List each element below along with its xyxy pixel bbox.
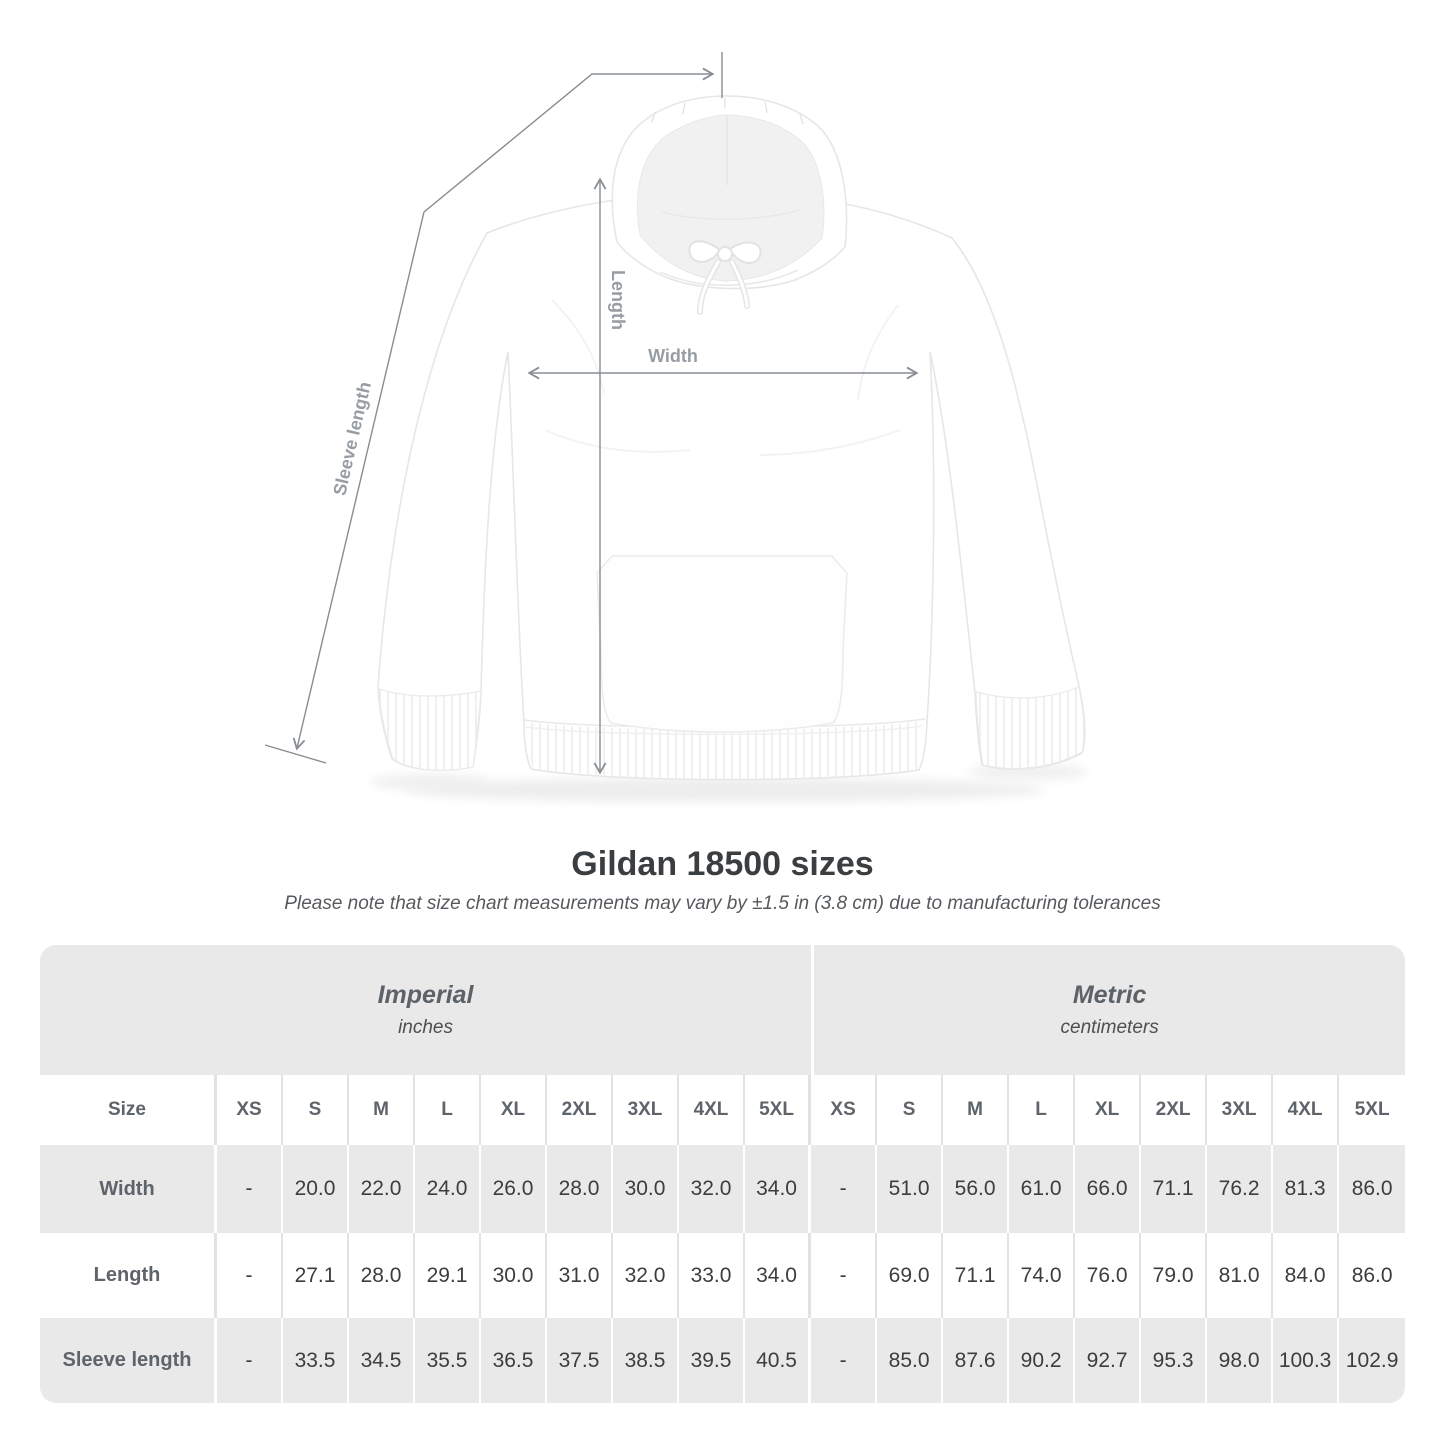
size-col-header: 4XL xyxy=(679,1075,745,1145)
metric-value-cell: 100.3 xyxy=(1273,1318,1340,1403)
length-label: Length xyxy=(608,270,628,330)
metric-value-cell: - xyxy=(811,1145,878,1233)
tolerance-note: Please note that size chart measurements… xyxy=(284,893,1161,914)
imperial-value-cell: 40.5 xyxy=(745,1318,812,1403)
metric-value-cell: 92.7 xyxy=(1075,1318,1142,1403)
metric-value-cell: - xyxy=(811,1233,878,1318)
metric-value-cell: 95.3 xyxy=(1141,1318,1208,1403)
size-col-header: 4XL xyxy=(1273,1075,1340,1145)
metric-group-header: Metric centimeters xyxy=(811,945,1405,1075)
size-col-header: S xyxy=(283,1075,349,1145)
imperial-group-header: Imperial inches xyxy=(40,945,812,1075)
hoodie-measurement-diagram: Length Width Sleeve length xyxy=(264,52,1088,802)
imperial-value-cell: 24.0 xyxy=(415,1145,481,1233)
metric-value-cell: 102.9 xyxy=(1339,1318,1405,1403)
metric-value-cell: 76.2 xyxy=(1207,1145,1274,1233)
size-col-header: XS xyxy=(811,1075,878,1145)
imperial-value-cell: 28.0 xyxy=(349,1233,415,1318)
metric-group-label: Metric xyxy=(1072,981,1147,1009)
metric-value-cell: 87.6 xyxy=(943,1318,1010,1403)
imperial-value-cell: 39.5 xyxy=(679,1318,745,1403)
imperial-value-cell: 29.1 xyxy=(415,1233,481,1318)
imperial-value-cell: 36.5 xyxy=(481,1318,547,1403)
table-row: Width -20.0 22.0 24.0 26.0 28.0 30.0 32.0 34.0-5… xyxy=(40,1145,1405,1233)
width-label: Width xyxy=(648,346,698,366)
imperial-value-cell: 34.0 xyxy=(745,1233,812,1318)
row-label: Length xyxy=(40,1233,217,1318)
imperial-value-cell: - xyxy=(217,1233,283,1318)
size-col-header: S xyxy=(877,1075,944,1145)
size-col-header: 2XL xyxy=(1141,1075,1208,1145)
table-row: Sleeve length -33.5 34.5 35.5 36.5 37.5 38.5 39… xyxy=(40,1318,1405,1403)
size-table-grid: Imperial inches Metric centimeters Size XS S M L… xyxy=(40,945,1405,1403)
imperial-value-cell: 27.1 xyxy=(283,1233,349,1318)
imperial-value-cell: 33.5 xyxy=(283,1318,349,1403)
metric-value-cell: 51.0 xyxy=(877,1145,944,1233)
imperial-value-cell: - xyxy=(217,1145,283,1233)
metric-value-cell: 98.0 xyxy=(1207,1318,1274,1403)
metric-value-cell: 81.3 xyxy=(1273,1145,1340,1233)
metric-value-cell: 90.2 xyxy=(1009,1318,1076,1403)
metric-value-cell: 61.0 xyxy=(1009,1145,1076,1233)
imperial-value-cell: 35.5 xyxy=(415,1318,481,1403)
imperial-value-cell: 30.0 xyxy=(613,1145,679,1233)
size-col-header: 3XL xyxy=(613,1075,679,1145)
sleeve-measure-line xyxy=(264,52,723,764)
size-col-header: 3XL xyxy=(1207,1075,1274,1145)
size-corner-label: Size xyxy=(40,1075,217,1145)
imperial-value-cell: 30.0 xyxy=(481,1233,547,1318)
imperial-value-cell: 34.5 xyxy=(349,1318,415,1403)
size-col-header: XL xyxy=(1075,1075,1142,1145)
imperial-value-cell: - xyxy=(217,1318,283,1403)
hoodie-shadow xyxy=(370,764,1088,802)
metric-value-cell: 74.0 xyxy=(1009,1233,1076,1318)
size-col-header: 5XL xyxy=(1339,1075,1405,1145)
imperial-group-unit: inches xyxy=(398,1017,453,1038)
size-col-header: M xyxy=(943,1075,1010,1145)
imperial-value-cell: 32.0 xyxy=(679,1145,745,1233)
metric-value-cell: - xyxy=(811,1318,878,1403)
imperial-value-cell: 38.5 xyxy=(613,1318,679,1403)
metric-group-unit: centimeters xyxy=(1060,1017,1159,1038)
size-col-header: XS xyxy=(217,1075,283,1145)
hoodie-illustration xyxy=(377,95,1086,781)
imperial-value-cell: 34.0 xyxy=(745,1145,812,1233)
metric-value-cell: 66.0 xyxy=(1075,1145,1142,1233)
page-title: Gildan 18500 sizes xyxy=(571,845,874,883)
unit-header-row: Imperial inches Metric centimeters xyxy=(40,945,1405,1075)
size-col-header: L xyxy=(1009,1075,1076,1145)
imperial-value-cell: 33.0 xyxy=(679,1233,745,1318)
size-col-header: XL xyxy=(481,1075,547,1145)
size-col-header: L xyxy=(415,1075,481,1145)
size-col-header: M xyxy=(349,1075,415,1145)
size-header-row: Size XS S M L XL 2XL 3XL 4XL 5XL XS S M L XL 2XL 3XL 4XL 5… xyxy=(40,1075,1405,1145)
row-label: Width xyxy=(40,1145,217,1233)
metric-value-cell: 56.0 xyxy=(943,1145,1010,1233)
table-row: Length -27.1 28.0 29.1 30.0 31.0 32.0 33.0 34.0-… xyxy=(40,1233,1405,1318)
metric-value-cell: 86.0 xyxy=(1339,1233,1405,1318)
sleeve-length-label: Sleeve length xyxy=(329,380,375,498)
imperial-value-cell: 31.0 xyxy=(547,1233,613,1318)
metric-value-cell: 85.0 xyxy=(877,1318,944,1403)
imperial-value-cell: 20.0 xyxy=(283,1145,349,1233)
imperial-group-label: Imperial xyxy=(377,981,474,1009)
metric-value-cell: 69.0 xyxy=(877,1233,944,1318)
metric-value-cell: 81.0 xyxy=(1207,1233,1274,1318)
metric-value-cell: 76.0 xyxy=(1075,1233,1142,1318)
metric-value-cell: 79.0 xyxy=(1141,1233,1208,1318)
metric-value-cell: 71.1 xyxy=(1141,1145,1208,1233)
size-table: Imperial inches Metric centimeters Size XS S M L… xyxy=(40,945,1405,1403)
imperial-value-cell: 37.5 xyxy=(547,1318,613,1403)
metric-value-cell: 86.0 xyxy=(1339,1145,1405,1233)
imperial-value-cell: 26.0 xyxy=(481,1145,547,1233)
size-col-header: 5XL xyxy=(745,1075,812,1145)
imperial-value-cell: 28.0 xyxy=(547,1145,613,1233)
metric-value-cell: 71.1 xyxy=(943,1233,1010,1318)
imperial-value-cell: 22.0 xyxy=(349,1145,415,1233)
row-label: Sleeve length xyxy=(40,1318,217,1403)
imperial-value-cell: 32.0 xyxy=(613,1233,679,1318)
metric-value-cell: 84.0 xyxy=(1273,1233,1340,1318)
size-col-header: 2XL xyxy=(547,1075,613,1145)
